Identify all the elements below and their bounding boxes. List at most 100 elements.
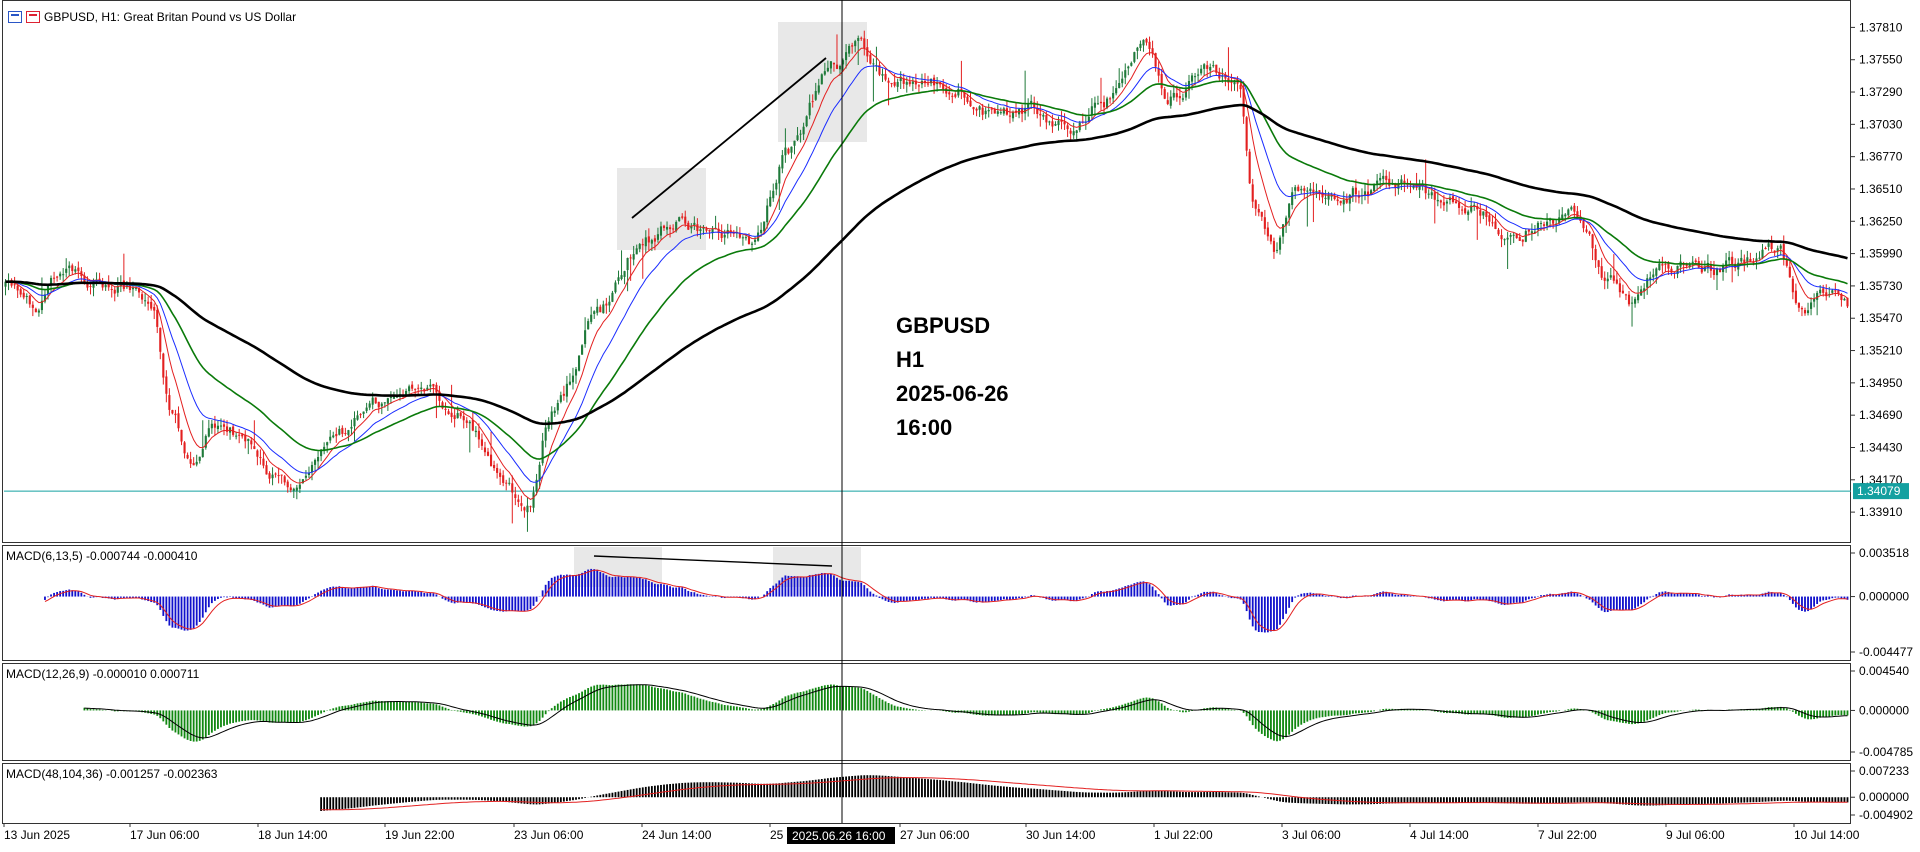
candle-body xyxy=(1366,191,1370,197)
candle-body xyxy=(198,456,201,461)
candle-body xyxy=(1800,308,1804,310)
candle-body xyxy=(535,479,538,492)
candle-body xyxy=(1333,196,1336,199)
candle-body xyxy=(565,383,568,397)
candle-body xyxy=(62,274,65,276)
candle-body xyxy=(247,438,250,442)
candle-body xyxy=(1512,234,1515,236)
candle-body xyxy=(1813,298,1816,302)
candle-body xyxy=(1803,310,1807,314)
candle-body xyxy=(1740,257,1743,262)
candle-body xyxy=(1552,219,1555,224)
candle-body xyxy=(766,205,769,223)
candle-body xyxy=(1476,206,1479,210)
chart-bars-icon[interactable] xyxy=(26,11,40,23)
candle-body xyxy=(611,292,614,302)
candle-body xyxy=(1427,193,1430,195)
candle-body xyxy=(77,267,80,272)
candle-body xyxy=(802,126,805,135)
candle-body xyxy=(744,237,748,239)
candle-body xyxy=(1175,93,1178,98)
candle-body xyxy=(31,304,34,308)
candle-body xyxy=(1461,209,1464,211)
candle-body xyxy=(1430,192,1433,196)
candle-body xyxy=(241,434,244,437)
candle-body xyxy=(1530,231,1533,234)
candle-body xyxy=(201,448,204,458)
candle-body xyxy=(793,140,796,146)
candle-body xyxy=(353,417,356,427)
candle-body xyxy=(1342,199,1345,205)
candle-body xyxy=(529,506,532,508)
candle-body xyxy=(289,487,292,491)
candle-body xyxy=(526,505,529,513)
candle-body xyxy=(1706,262,1709,269)
macd1-label: MACD(6,13,5) -0.000744 -0.000410 xyxy=(6,549,198,563)
candle-body xyxy=(1285,217,1288,226)
candle-body xyxy=(168,395,171,410)
candle-body xyxy=(1324,197,1327,199)
candle-body xyxy=(993,108,996,114)
candle-body xyxy=(1257,208,1260,213)
candle-body xyxy=(420,387,423,389)
candle-body xyxy=(1558,217,1561,224)
candle-body xyxy=(141,294,144,300)
candle-body xyxy=(1039,113,1042,116)
candle-body xyxy=(608,301,611,306)
chart-list-icon[interactable] xyxy=(8,11,22,23)
candle-body xyxy=(101,282,104,288)
candle-body xyxy=(1457,202,1461,208)
candle-body xyxy=(65,268,68,273)
candle-body xyxy=(71,265,74,272)
candle-body xyxy=(374,397,377,404)
candle-body xyxy=(453,415,456,420)
time-label: 9 Jul 06:00 xyxy=(1666,828,1725,842)
candle-body xyxy=(1130,62,1133,66)
candle-body xyxy=(1330,195,1333,197)
annotation-line: 2025-06-26 xyxy=(896,381,1009,406)
candle-body xyxy=(987,110,990,112)
candle-body xyxy=(1373,185,1376,192)
candle-body xyxy=(948,92,951,95)
candle-body xyxy=(486,451,490,456)
time-label: 17 Jun 06:00 xyxy=(130,828,200,842)
candle-body xyxy=(593,311,596,315)
candle-body xyxy=(74,269,77,272)
candle-body xyxy=(577,355,581,371)
candle-body xyxy=(1773,250,1776,253)
candle-body xyxy=(1045,115,1048,123)
candle-body xyxy=(1142,39,1145,46)
candle-body xyxy=(860,37,863,39)
candle-body xyxy=(544,427,547,441)
candle-body xyxy=(587,321,590,330)
macd3-tick-label: 0.007233 xyxy=(1859,764,1909,778)
price-tick-label: 1.36770 xyxy=(1859,150,1903,164)
candle-body xyxy=(405,390,408,395)
price-tick-label: 1.34430 xyxy=(1859,440,1903,454)
candle-body xyxy=(1694,260,1697,263)
candle-body xyxy=(690,226,693,229)
candle-body xyxy=(936,82,939,85)
candle-body xyxy=(1834,290,1837,292)
candle-body xyxy=(1491,222,1494,224)
candle-body xyxy=(40,300,43,311)
candle-body xyxy=(189,459,192,464)
candle-body xyxy=(781,155,784,169)
candle-body xyxy=(653,238,656,242)
candle-body xyxy=(34,308,37,313)
candle-body xyxy=(86,282,89,288)
price-tick-label: 1.37030 xyxy=(1859,117,1903,131)
candle-body xyxy=(656,234,660,240)
candle-body xyxy=(1436,199,1439,202)
candle-body xyxy=(1212,65,1215,67)
candle-body xyxy=(89,286,92,288)
candle-body xyxy=(1424,185,1427,194)
candle-body xyxy=(1536,222,1540,230)
candle-body xyxy=(1822,288,1825,293)
candle-body xyxy=(848,46,851,54)
candle-body xyxy=(969,100,972,107)
candle-body xyxy=(286,481,289,488)
divergence-line xyxy=(593,555,833,567)
time-label: 30 Jun 14:00 xyxy=(1026,828,1096,842)
